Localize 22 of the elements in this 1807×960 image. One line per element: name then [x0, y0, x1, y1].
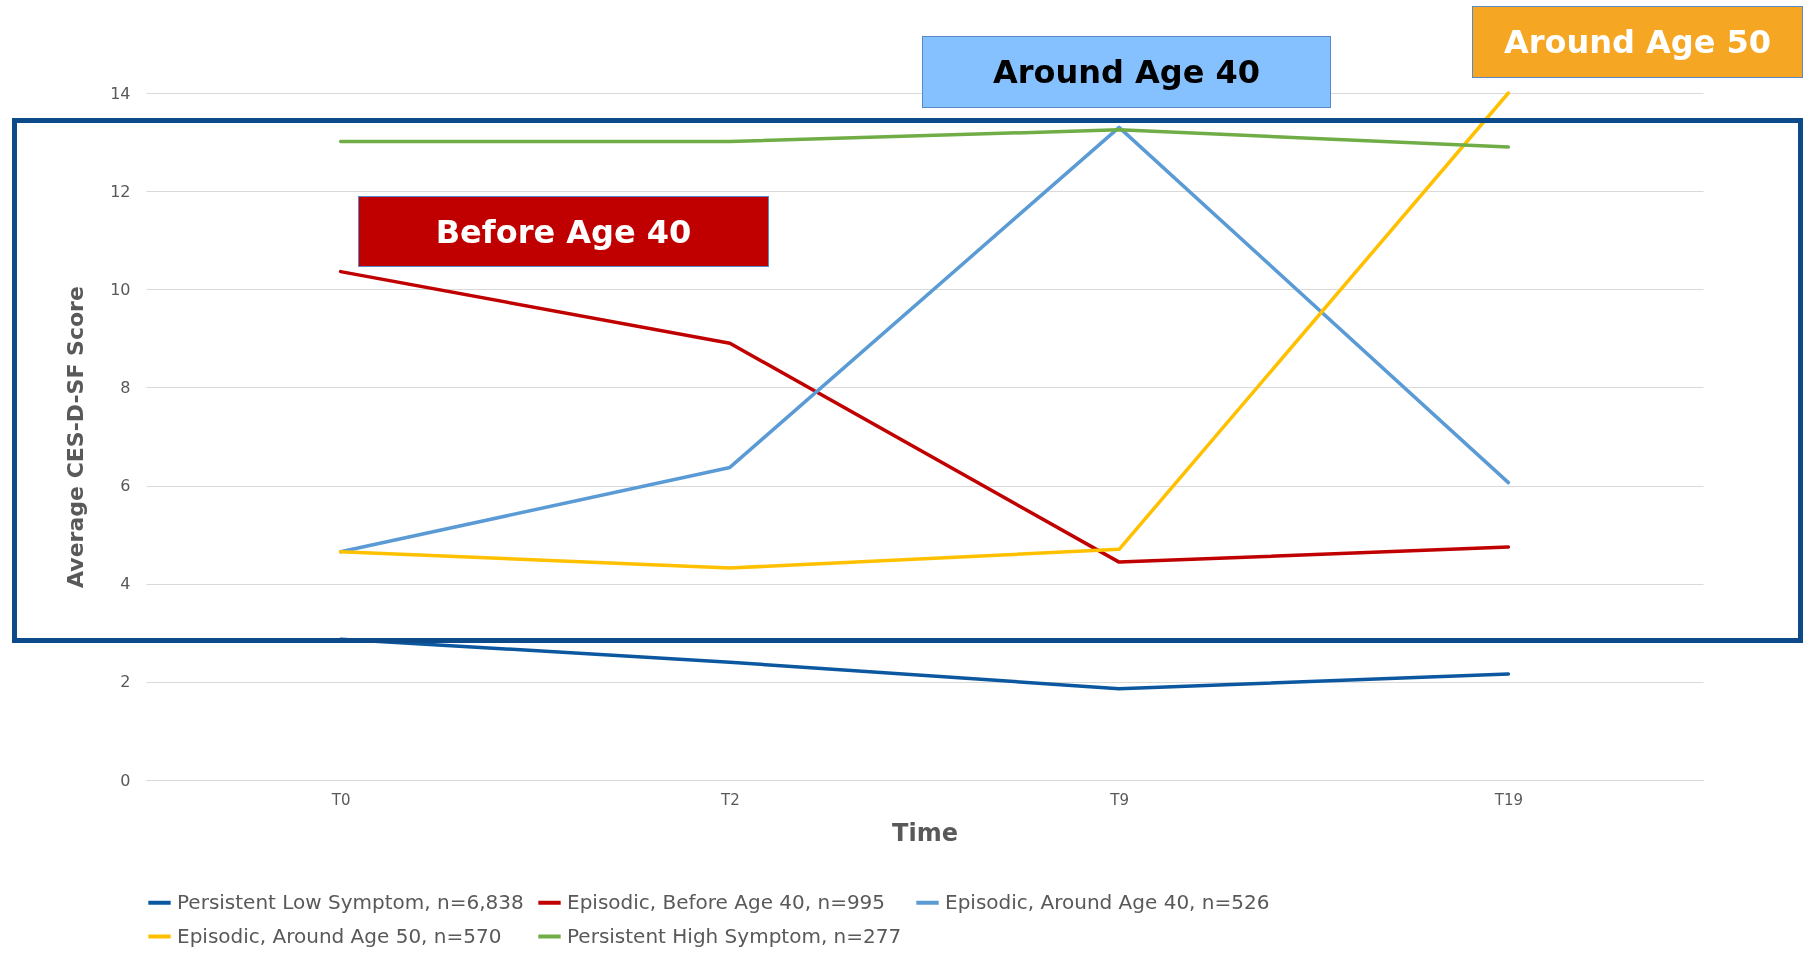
y-tick-label: 8 — [120, 377, 131, 397]
y-tick-label: 4 — [120, 574, 131, 594]
label-box: Before Age 40 — [358, 196, 769, 267]
y-tick-label: 12 — [110, 181, 131, 201]
x-tick-label: T2 — [720, 790, 740, 809]
label-box: Around Age 50 — [1472, 6, 1803, 78]
legend-label: Persistent Low Symptom, n=6,838 — [177, 889, 524, 914]
x-axis-title: Time — [892, 818, 958, 847]
legend-label: Episodic, Around Age 40, n=526 — [945, 889, 1270, 914]
y-tick-label: 2 — [120, 672, 131, 692]
legend-label: Persistent High Symptom, n=277 — [567, 923, 902, 948]
legend-label: Episodic, Around Age 50, n=570 — [177, 923, 502, 948]
x-tick-label: T19 — [1493, 790, 1523, 809]
y-tick-label: 0 — [120, 770, 131, 790]
y-tick-label: 10 — [110, 279, 131, 299]
x-tick-label: T9 — [1109, 790, 1129, 809]
x-tick-label: T0 — [330, 790, 351, 809]
label-box: Around Age 40 — [922, 36, 1331, 108]
legend-label: Episodic, Before Age 40, n=995 — [567, 889, 886, 914]
y-axis-title: Average CES-D-SF Score — [63, 286, 89, 588]
y-tick-label: 14 — [110, 83, 131, 103]
y-tick-label: 6 — [120, 476, 131, 496]
